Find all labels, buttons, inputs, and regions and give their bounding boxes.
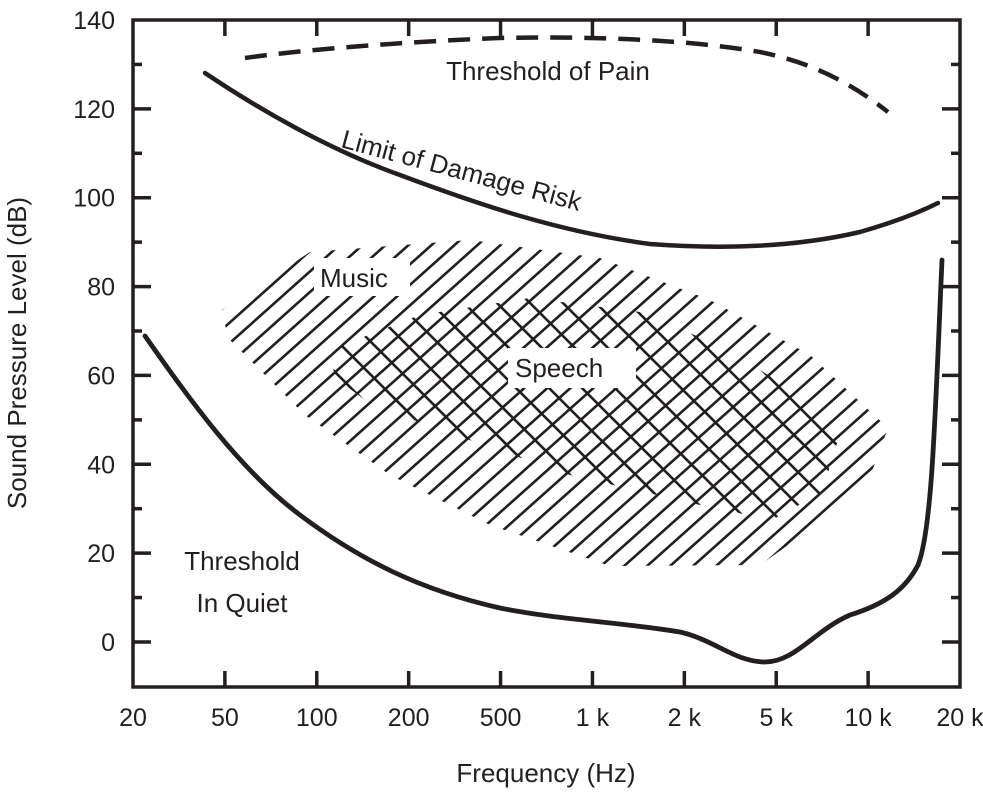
- y-tick-label: 60: [87, 362, 115, 390]
- x-tick-label: 20 k: [936, 704, 983, 732]
- speech-region-hatch: [330, 298, 838, 520]
- threshold-in-quiet-curve: [142, 257, 945, 665]
- threshold-of-pain-label: Threshold of Pain: [446, 56, 650, 86]
- speech-label: Speech: [515, 353, 603, 383]
- x-tick-label: 1 k: [576, 704, 610, 732]
- limit-of-damage-risk-curve: [202, 70, 941, 249]
- x-tick-label: 10 k: [844, 704, 892, 732]
- x-tick-label: 200: [388, 704, 430, 732]
- y-tick-label: 0: [101, 629, 115, 657]
- x-tick-label: 50: [211, 704, 239, 732]
- x-tick-label: 20: [119, 704, 147, 732]
- speech-label-background: [508, 348, 636, 388]
- x-tick-label: 5 k: [760, 704, 794, 732]
- x-tick-label: 2 k: [668, 704, 702, 732]
- plot-frame: [131, 18, 962, 689]
- y-axis-title: Sound Pressure Level (dB): [2, 197, 32, 509]
- y-tick-label: 100: [73, 185, 115, 213]
- y-tick-label: 40: [87, 451, 115, 479]
- threshold-in-quiet-label-line2: In Quiet: [196, 588, 288, 618]
- threshold-of-pain-curve: [244, 35, 890, 114]
- y-tick-label: 140: [73, 7, 115, 35]
- music-label-background: [314, 258, 410, 296]
- y-axis-tick-labels: 140 120 100 80 60 40 20 0: [73, 7, 115, 657]
- x-axis-title: Frequency (Hz): [456, 758, 635, 788]
- y-tick-label: 80: [87, 274, 115, 302]
- y-tick-label: 120: [73, 96, 115, 124]
- music-label: Music: [320, 263, 388, 293]
- limit-of-damage-risk-label: Limit of Damage Risk: [338, 124, 585, 217]
- x-axis-tick-labels: 20 50 100 200 500 1 k 2 k 5 k 10 k 20 k: [119, 704, 983, 732]
- x-tick-label: 100: [296, 704, 338, 732]
- axis-ticks: [133, 20, 960, 687]
- x-tick-label: 500: [480, 704, 522, 732]
- threshold-in-quiet-label-line1: Threshold: [184, 546, 300, 576]
- y-tick-label: 20: [87, 540, 115, 568]
